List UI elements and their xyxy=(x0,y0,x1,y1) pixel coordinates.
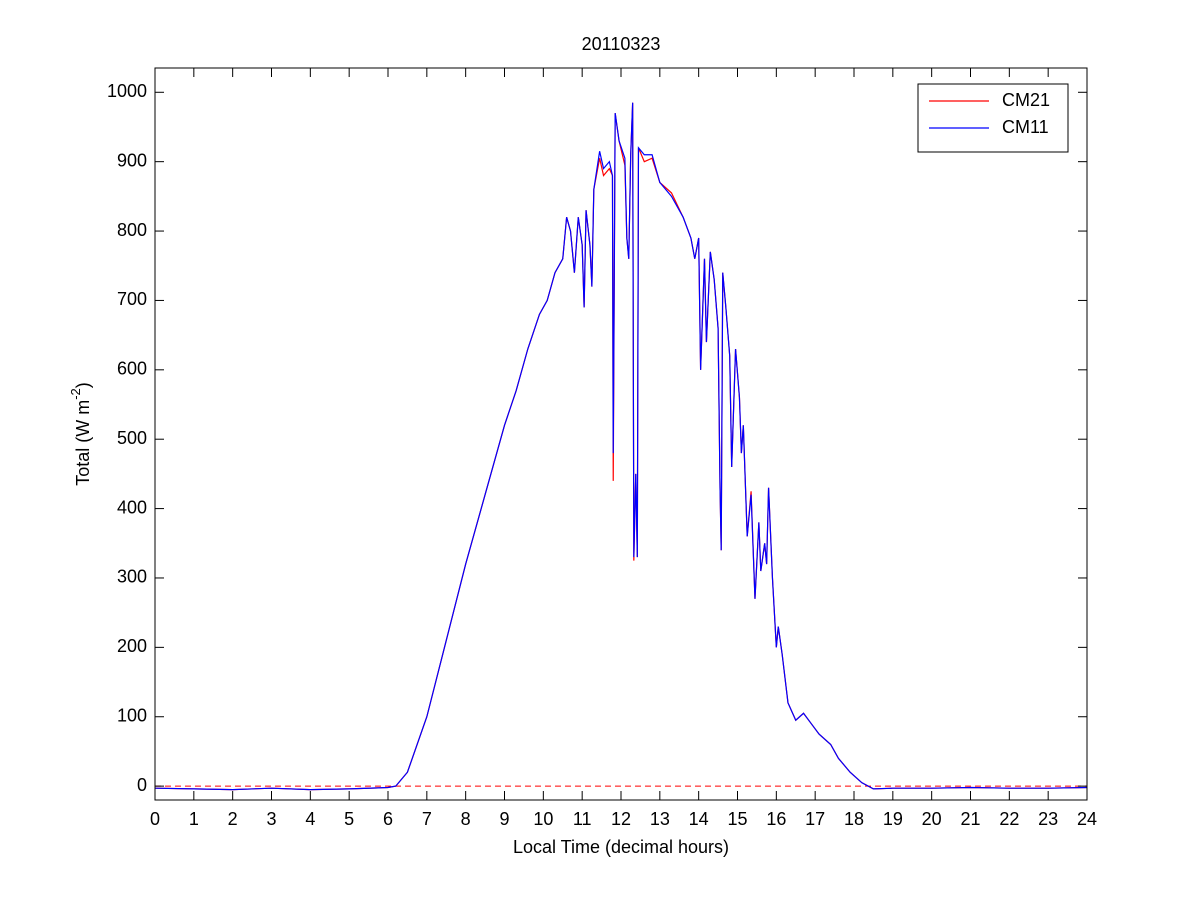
x-tick-label: 5 xyxy=(344,809,354,829)
legend-label: CM11 xyxy=(1002,117,1049,137)
y-tick-label: 0 xyxy=(137,775,147,795)
y-tick-label: 600 xyxy=(117,359,147,379)
y-tick-label: 800 xyxy=(117,220,147,240)
x-tick-label: 15 xyxy=(727,809,747,829)
legend: CM21 CM11 xyxy=(917,83,1069,153)
x-tick-label: 24 xyxy=(1077,809,1097,829)
x-tick-label: 0 xyxy=(150,809,160,829)
x-tick-label: 1 xyxy=(189,809,199,829)
x-tick-label: 3 xyxy=(266,809,276,829)
x-tick-label: 6 xyxy=(383,809,393,829)
x-axis-label: Local Time (decimal hours) xyxy=(513,837,729,857)
x-tick-label: 22 xyxy=(999,809,1019,829)
x-tick-label: 21 xyxy=(960,809,980,829)
x-tick-label: 18 xyxy=(844,809,864,829)
x-tick-label: 19 xyxy=(883,809,903,829)
y-axis-label: Total (W m-2) xyxy=(68,382,92,486)
chart-title: 20110323 xyxy=(582,34,661,54)
y-label-superscript: -2 xyxy=(68,388,83,400)
x-tick-label: 23 xyxy=(1038,809,1058,829)
y-tick-label: 400 xyxy=(117,497,147,517)
y-label-suffix: ) xyxy=(73,382,93,388)
x-tick-label: 12 xyxy=(611,809,631,829)
x-tick-label: 17 xyxy=(805,809,825,829)
x-tick-label: 9 xyxy=(499,809,509,829)
x-tick-label: 11 xyxy=(573,809,592,829)
x-tick-label: 7 xyxy=(422,809,432,829)
x-tick-label: 8 xyxy=(461,809,471,829)
y-tick-label: 200 xyxy=(117,636,147,656)
y-tick-label: 900 xyxy=(117,150,147,170)
x-tick-label: 20 xyxy=(922,809,942,829)
y-tick-label: 1000 xyxy=(107,81,147,101)
y-tick-label: 300 xyxy=(117,567,147,587)
legend-box xyxy=(917,83,1069,153)
x-tick-label: 16 xyxy=(766,809,786,829)
y-tick-label: 100 xyxy=(117,705,147,725)
x-tick-label: 10 xyxy=(533,809,553,829)
x-tick-label: 4 xyxy=(305,809,315,829)
y-tick-label: 500 xyxy=(117,428,147,448)
y-tick-label: 700 xyxy=(117,289,147,309)
x-tick-label: 14 xyxy=(689,809,709,829)
legend-label: CM21 xyxy=(1002,90,1050,110)
x-tick-label: 2 xyxy=(228,809,238,829)
y-label-text: Total (W m xyxy=(73,400,93,486)
series-line xyxy=(154,102,1088,791)
x-tick-label: 13 xyxy=(650,809,670,829)
